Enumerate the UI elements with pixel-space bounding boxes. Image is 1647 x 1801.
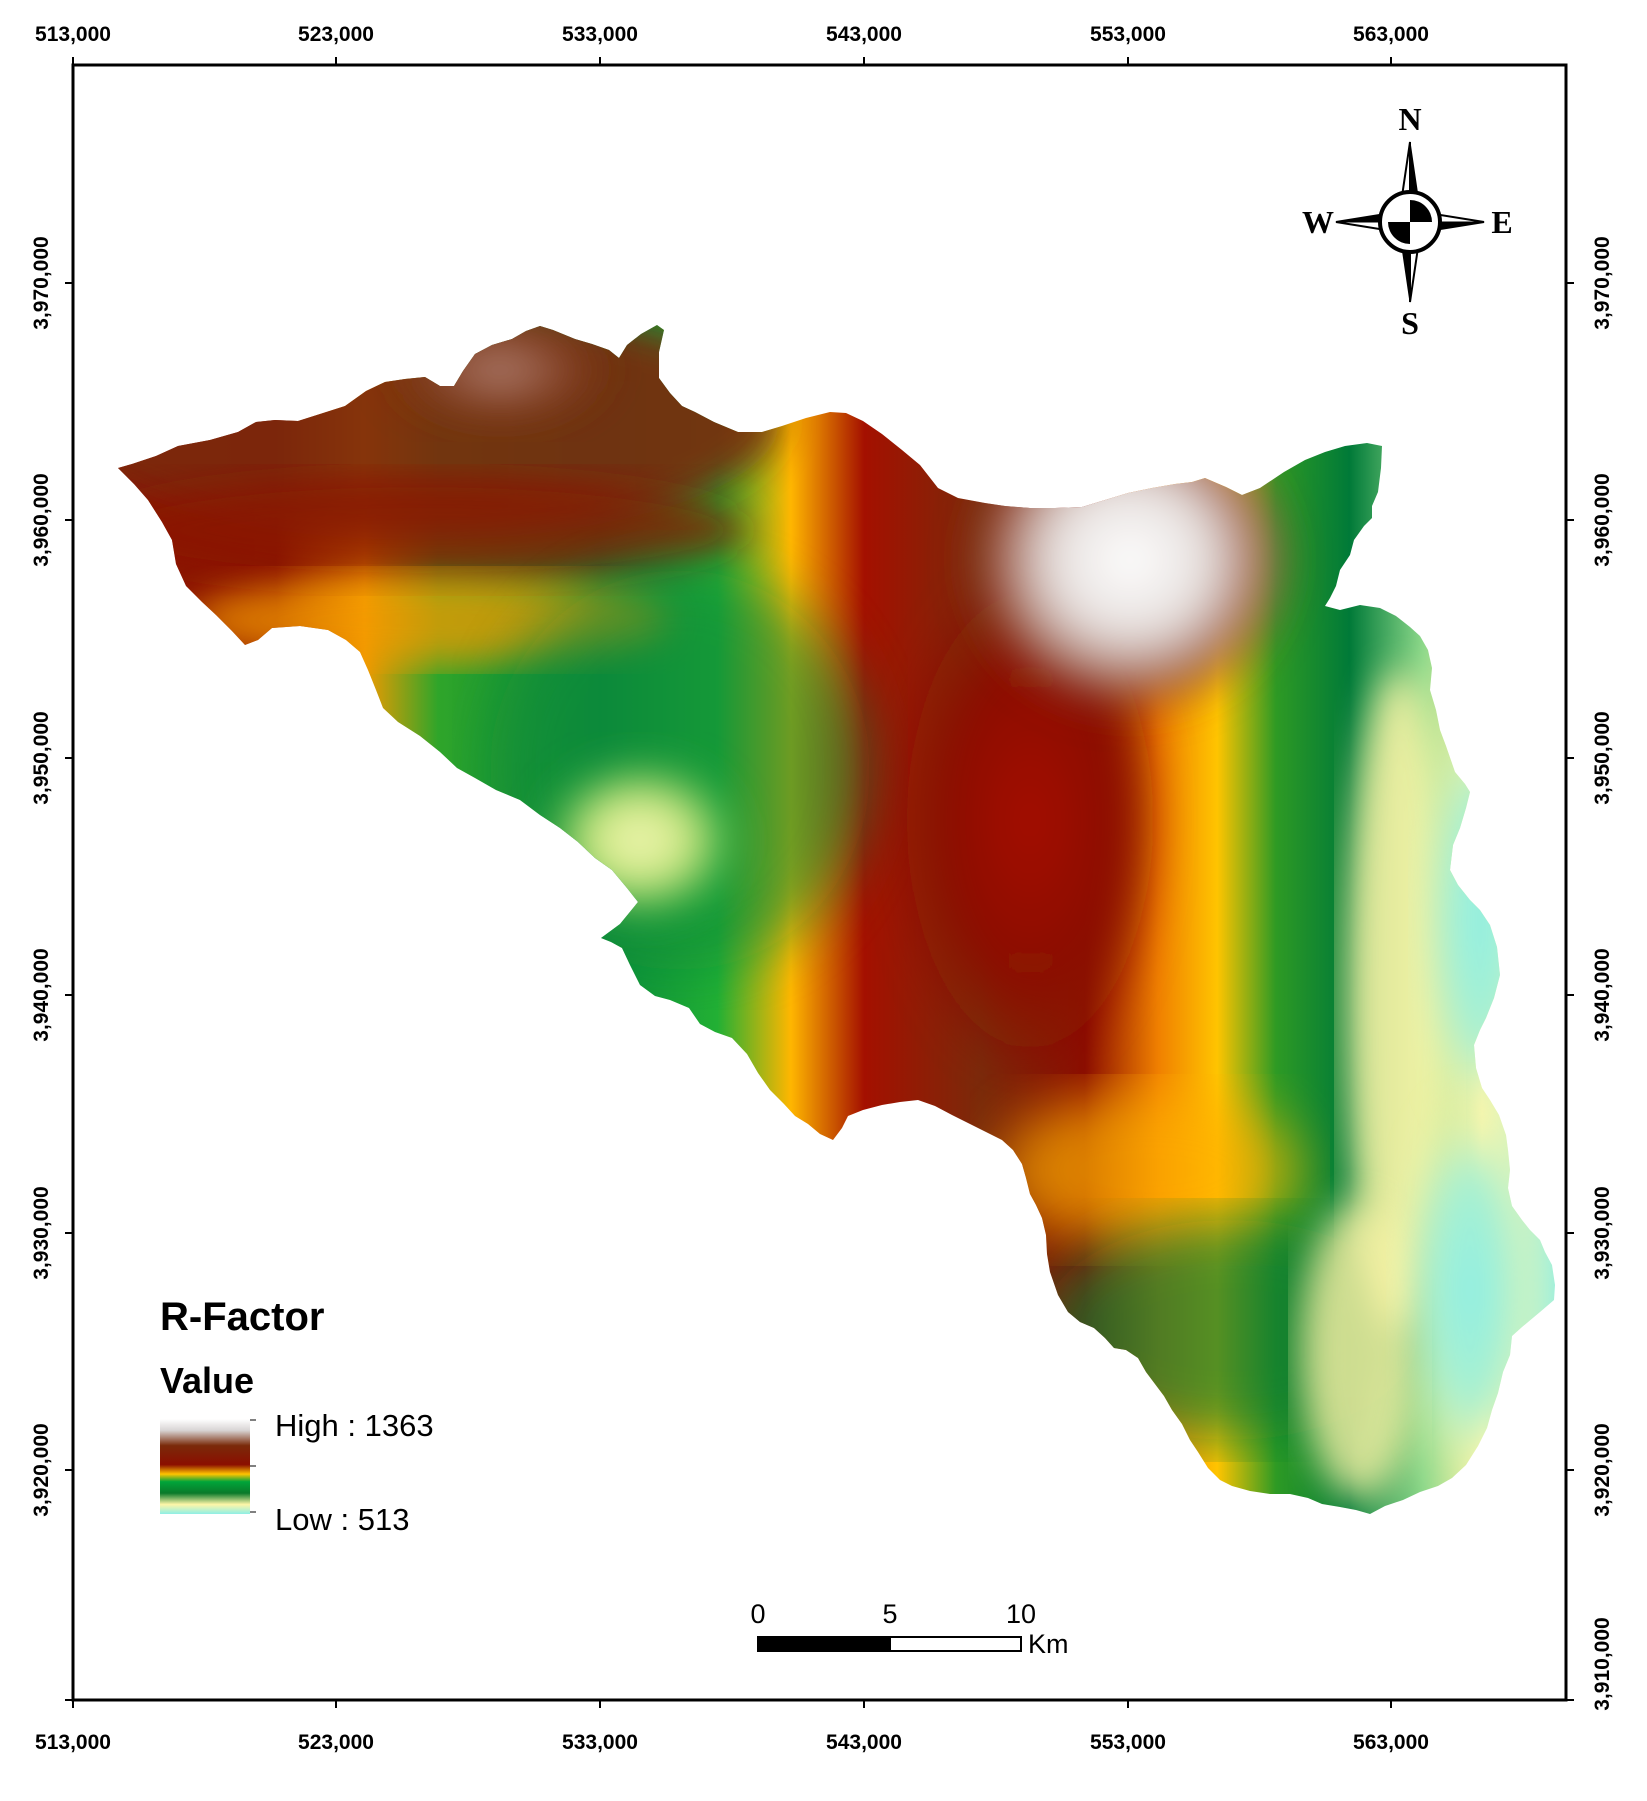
x-tick-label-top: 553,000 <box>1090 23 1166 46</box>
x-tick-label-top: 513,000 <box>35 23 111 46</box>
scale-unit: Km <box>1028 1629 1069 1659</box>
x-tick-label-top: 543,000 <box>826 23 902 46</box>
x-tick-label-top: 563,000 <box>1353 23 1429 46</box>
legend-title: R-Factor <box>160 1295 324 1339</box>
legend-color-ramp <box>160 1419 250 1514</box>
x-tick-label-top: 533,000 <box>562 23 638 46</box>
y-tick-label-left: 3,970,000 <box>30 236 53 329</box>
x-tick-label-bottom: 523,000 <box>298 1731 374 1754</box>
y-tick-label-right: 3,960,000 <box>1591 473 1614 566</box>
compass-south-label: S <box>1401 305 1419 341</box>
x-tick-label-bottom: 543,000 <box>826 1731 902 1754</box>
legend-subtitle: Value <box>160 1360 254 1401</box>
compass-east-label: E <box>1491 204 1512 240</box>
r-factor-raster <box>118 325 1555 1514</box>
x-tick-label-top: 523,000 <box>298 23 374 46</box>
y-tick-label-left: 3,950,000 <box>30 711 53 804</box>
scale-label-5: 5 <box>882 1599 897 1629</box>
y-tick-label-right: 3,950,000 <box>1591 711 1614 804</box>
y-tick-label-right: 3,920,000 <box>1591 1423 1614 1516</box>
compass-north-label: N <box>1398 101 1421 137</box>
y-tick-label-left: 3,940,000 <box>30 948 53 1041</box>
y-tick-label-right: 3,970,000 <box>1591 236 1614 329</box>
x-tick-label-bottom: 533,000 <box>562 1731 638 1754</box>
x-tick-label-bottom: 513,000 <box>35 1731 111 1754</box>
y-tick-label-right: 3,940,000 <box>1591 948 1614 1041</box>
y-tick-label-right: 3,910,000 <box>1591 1617 1614 1710</box>
y-tick-label-left: 3,920,000 <box>30 1423 53 1516</box>
compass-west-label: W <box>1302 204 1334 240</box>
legend-low-label: Low : 513 <box>275 1502 409 1537</box>
x-tick-label-bottom: 563,000 <box>1353 1731 1429 1754</box>
scale-label-0: 0 <box>750 1599 765 1629</box>
legend-high-label: High : 1363 <box>275 1408 434 1443</box>
map-frame <box>71 63 1568 1702</box>
scale-bar: 0 5 10 Km <box>750 1599 1068 1659</box>
scale-label-10: 10 <box>1006 1599 1036 1629</box>
north-arrow: N S E W <box>1302 101 1513 341</box>
y-tick-label-right: 3,930,000 <box>1591 1186 1614 1279</box>
y-tick-label-left: 3,960,000 <box>30 473 53 566</box>
y-tick-label-left: 3,930,000 <box>30 1186 53 1279</box>
map-grid-labels: 513,000 513,000 523,000 523,000 533,000 533,0… <box>30 23 1614 1754</box>
x-tick-label-bottom: 553,000 <box>1090 1731 1166 1754</box>
legend: R-Factor Value High : 1363 Low : 513 <box>160 1295 434 1537</box>
